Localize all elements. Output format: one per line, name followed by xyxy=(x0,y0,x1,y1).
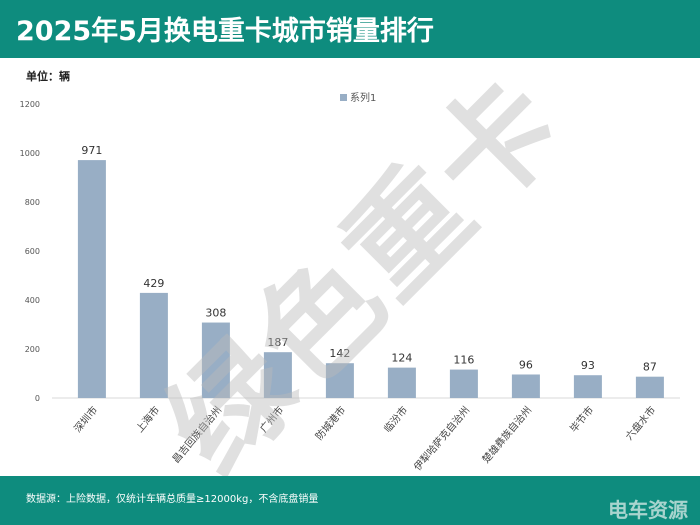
page-title: 2025年5月换电重卡城市销量排行 xyxy=(16,16,434,47)
data-label: 124 xyxy=(391,352,412,365)
legend-label: 系列1 xyxy=(350,91,376,104)
data-label: 87 xyxy=(643,361,657,374)
y-tick-label: 1200 xyxy=(20,100,40,109)
unit-label: 单位：辆 xyxy=(26,70,70,83)
x-tick-label: 广州市 xyxy=(257,404,286,435)
data-label: 142 xyxy=(329,347,350,360)
data-label: 116 xyxy=(453,354,474,367)
y-tick-label: 0 xyxy=(35,394,40,403)
data-source-note: 数据源：上险数据，仅统计车辆总质量≥12000kg，不含底盘销量 xyxy=(26,494,319,505)
x-tick-label: 昌吉回族自治州 xyxy=(169,404,224,466)
x-tick-label: 楚雄彝族自治州 xyxy=(479,404,534,466)
y-tick-label: 1000 xyxy=(20,149,40,158)
brand-logo: 电车资源 xyxy=(608,498,688,522)
bar xyxy=(511,374,540,398)
bar xyxy=(263,352,292,398)
legend-swatch xyxy=(340,94,347,101)
x-tick-label: 深圳市 xyxy=(71,404,100,435)
bar xyxy=(139,292,168,398)
y-tick-label: 200 xyxy=(25,345,40,354)
bar xyxy=(573,375,602,398)
bar xyxy=(635,376,664,398)
bar xyxy=(387,367,416,398)
data-label: 93 xyxy=(581,359,595,372)
x-tick-label: 临汾市 xyxy=(381,404,410,435)
x-tick-label: 毕节市 xyxy=(567,404,596,435)
y-tick-label: 400 xyxy=(25,296,40,305)
footer-bar: 数据源：上险数据，仅统计车辆总质量≥12000kg，不含底盘销量 电车资源 xyxy=(0,476,700,525)
bar xyxy=(201,322,230,398)
y-tick-label: 600 xyxy=(25,247,40,256)
x-tick-label: 防城港市 xyxy=(313,404,349,443)
data-label: 96 xyxy=(519,358,533,371)
x-tick-label: 六盘水市 xyxy=(623,404,659,443)
bar xyxy=(449,369,478,398)
data-label: 429 xyxy=(143,277,164,290)
bar xyxy=(77,160,106,398)
x-tick-label: 伊犁哈萨克自治州 xyxy=(411,404,472,474)
x-tick-label: 上海市 xyxy=(133,404,162,435)
header-bar: 2025年5月换电重卡城市销量排行 xyxy=(0,0,700,58)
bar xyxy=(325,363,354,398)
y-tick-label: 800 xyxy=(25,198,40,207)
bar-chart: 0 200 400 600 800 1000 1200 系列1 971 深圳市 429 上海市 308 昌… xyxy=(20,91,680,474)
data-label: 971 xyxy=(81,144,102,157)
data-label: 187 xyxy=(267,336,288,349)
data-label: 308 xyxy=(205,307,226,320)
